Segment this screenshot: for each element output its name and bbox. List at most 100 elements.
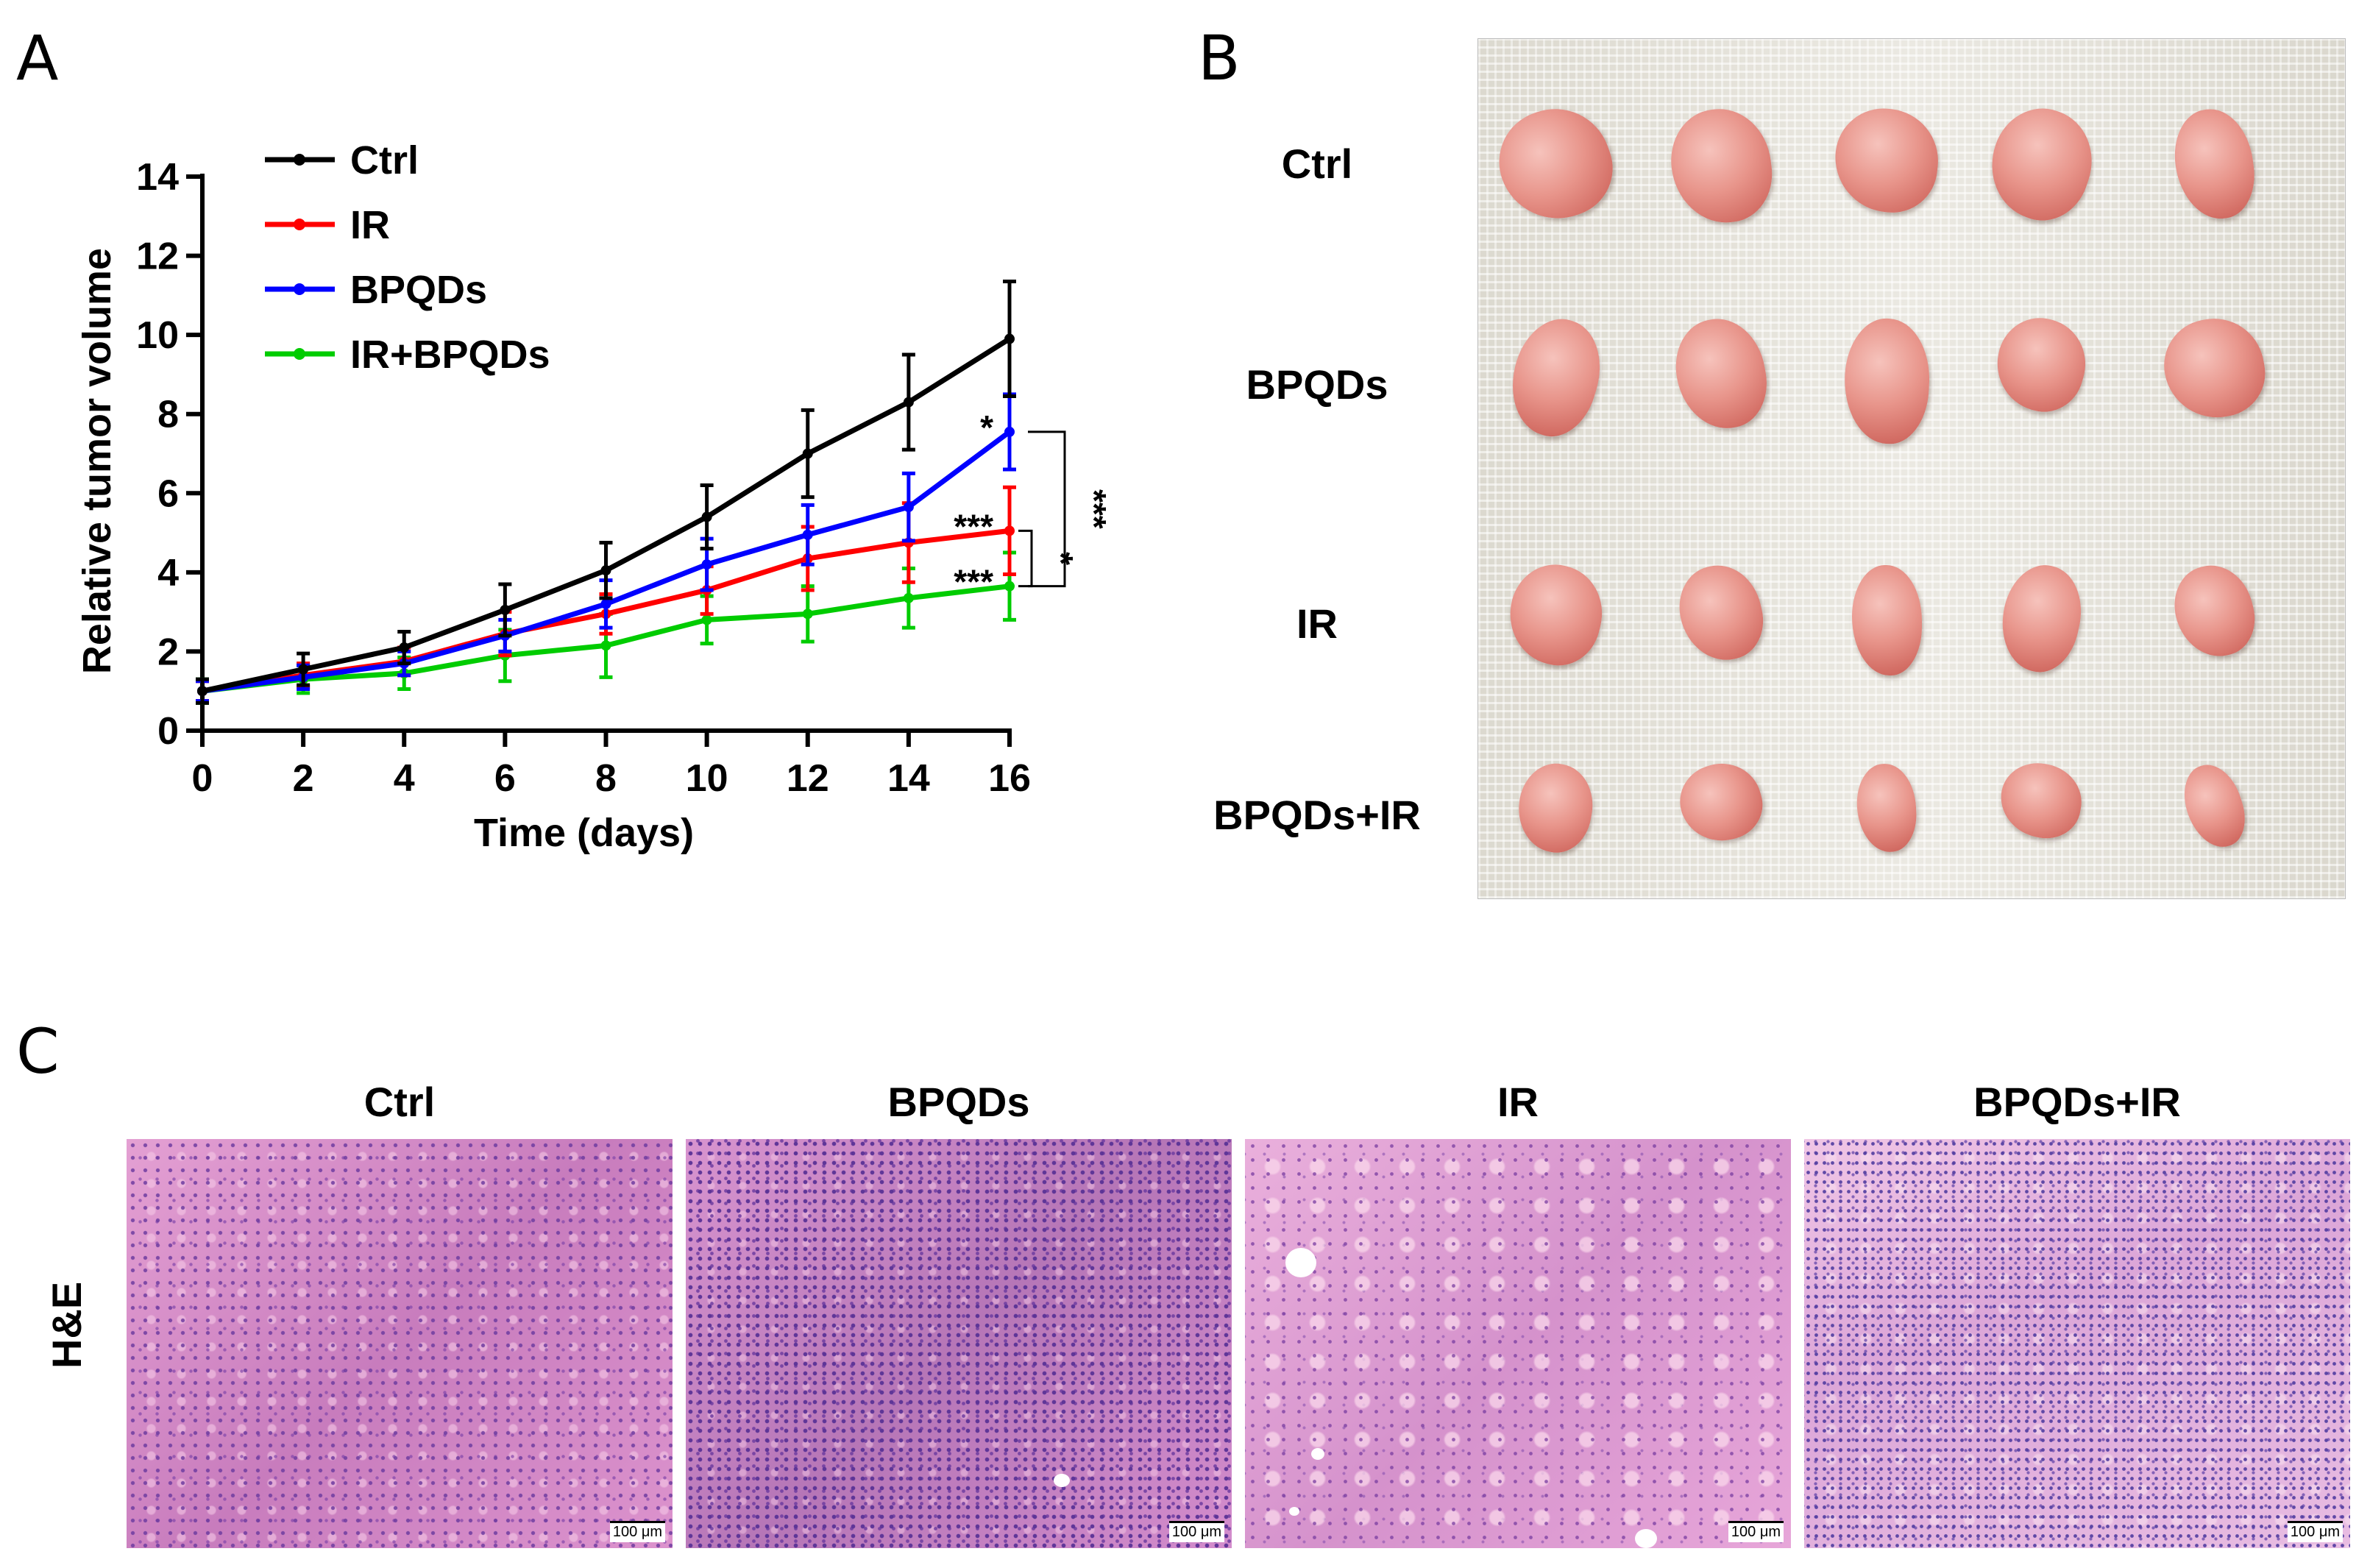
he-image-bpqds-ir: 100 μm <box>1804 1139 2350 1548</box>
x-tick-label: 16 <box>988 757 1031 800</box>
tumor-specimen <box>1497 308 1614 447</box>
he-image-ir: 100 μm <box>1245 1139 1791 1548</box>
legend-marker <box>294 283 305 295</box>
he-title-bpqds: BPQDs <box>887 1079 1030 1125</box>
legend-label: IR+BPQDs <box>350 333 550 377</box>
data-point <box>600 565 611 576</box>
tumor-volume-chart: 0 2 4 6 8 10 12 14 0 2 4 6 8 10 12 14 16 Time (days) Relat… <box>75 138 1113 855</box>
data-point <box>903 397 914 408</box>
chart-series <box>196 280 1016 705</box>
data-point <box>600 598 611 609</box>
data-point <box>399 642 410 653</box>
tissue-vacuole <box>1289 1507 1299 1516</box>
y-tick-label: 4 <box>157 552 179 595</box>
tumor-specimen <box>1991 558 2091 679</box>
legend-label: IR <box>350 203 390 247</box>
chart-axes: 0 2 4 6 8 10 12 14 0 2 4 6 8 10 12 14 16 Time (days) Relat… <box>75 156 1031 855</box>
x-tick-label: 2 <box>293 757 314 800</box>
tumor-specimen <box>1854 762 1919 854</box>
panel-letter-b: B <box>1198 22 1241 94</box>
tumor-specimen <box>1976 96 2107 233</box>
significance-label: * <box>980 408 993 447</box>
x-tick-label: 8 <box>595 757 617 800</box>
y-tick-label: 0 <box>157 710 179 753</box>
data-point <box>802 529 813 540</box>
tumor-specimen <box>1484 93 1627 235</box>
y-tick-label: 6 <box>157 472 179 515</box>
he-image-ctrl: 100 μm <box>127 1139 673 1548</box>
y-tick-label: 8 <box>157 394 179 436</box>
data-point <box>1004 525 1015 536</box>
tissue-vacuole <box>1054 1474 1070 1487</box>
x-tick-label: 14 <box>887 757 930 800</box>
data-point <box>701 511 712 522</box>
x-tick-label: 12 <box>787 757 829 800</box>
tumor-specimen <box>1511 757 1600 859</box>
data-point <box>903 592 914 603</box>
significance-label: *** <box>1075 489 1113 529</box>
y-tick-label: 14 <box>136 156 179 199</box>
he-image-bpqds: 100 μm <box>686 1139 1232 1548</box>
tumor-specimen <box>1670 557 1772 669</box>
y-tick-label: 12 <box>136 235 179 278</box>
photo-row-label-bpqds: BPQDs <box>1246 361 1388 408</box>
tumor-specimen <box>1986 308 2096 422</box>
series-Ctrl <box>196 280 1016 705</box>
tissue-vacuole <box>1635 1529 1657 1548</box>
tumor-specimen <box>1995 757 2087 844</box>
legend-label: Ctrl <box>350 138 419 182</box>
tumor-photo <box>1477 38 2346 899</box>
significance-bracket <box>1018 529 1033 588</box>
tumor-specimen <box>1664 103 1778 229</box>
scale-bar: 100 μm <box>1728 1521 1784 1542</box>
tumor-specimen <box>2155 310 2273 427</box>
tumor-specimen <box>2168 104 2260 224</box>
panel-letter-a: A <box>16 22 59 94</box>
legend-marker <box>294 219 305 230</box>
data-point <box>802 609 813 620</box>
data-point <box>802 448 813 459</box>
data-point <box>701 614 712 625</box>
chart-annotations: *********** <box>954 408 1113 601</box>
data-point <box>701 559 712 570</box>
he-title-ir: IR <box>1497 1079 1539 1125</box>
chart-legend: Ctrl IR BPQDs IR+BPQDs <box>265 138 550 377</box>
y-tick-label: 10 <box>136 314 179 357</box>
data-point <box>500 604 511 615</box>
panel-letter-c: C <box>16 1015 60 1088</box>
significance-bracket <box>1028 430 1066 588</box>
he-title-bpqds-ir: BPQDs+IR <box>1973 1079 2181 1125</box>
photo-row-label-ir: IR <box>1296 600 1338 647</box>
legend-marker <box>294 348 305 360</box>
x-tick-label: 4 <box>394 757 415 800</box>
y-axis-label: Relative tumor volume <box>75 248 119 674</box>
photo-row-label-ctrl: Ctrl <box>1281 141 1353 187</box>
tumor-specimen <box>1667 311 1775 436</box>
tumor-specimen <box>1841 316 1932 446</box>
tissue-vacuole <box>1285 1248 1316 1277</box>
tumor-specimen <box>1830 104 1943 217</box>
significance-label: *** <box>954 507 993 545</box>
significance-label: * <box>1042 552 1080 565</box>
tumor-specimen <box>1671 753 1771 851</box>
tumor-specimen <box>2175 757 2253 855</box>
scale-bar: 100 μm <box>1168 1521 1224 1542</box>
significance-label: *** <box>954 563 993 601</box>
y-tick-label: 2 <box>157 631 179 673</box>
x-tick-label: 0 <box>192 757 213 800</box>
tumor-specimen <box>1499 555 1612 675</box>
data-point <box>298 664 309 675</box>
scale-bar: 100 μm <box>2287 1521 2343 1542</box>
data-point <box>1004 426 1015 437</box>
stain-label: H&E <box>43 1281 90 1369</box>
tissue-vacuole <box>1311 1448 1324 1460</box>
data-point <box>1004 333 1015 344</box>
legend-label: BPQDs <box>350 268 487 312</box>
data-point <box>1004 581 1015 592</box>
x-tick-label: 10 <box>686 757 728 800</box>
tumor-specimen <box>2165 557 2263 665</box>
photo-row-label-bpqds-ir: BPQDs+IR <box>1213 792 1421 838</box>
scale-bar: 100 μm <box>609 1521 665 1542</box>
x-axis-label: Time (days) <box>474 811 694 855</box>
data-point <box>903 502 914 513</box>
